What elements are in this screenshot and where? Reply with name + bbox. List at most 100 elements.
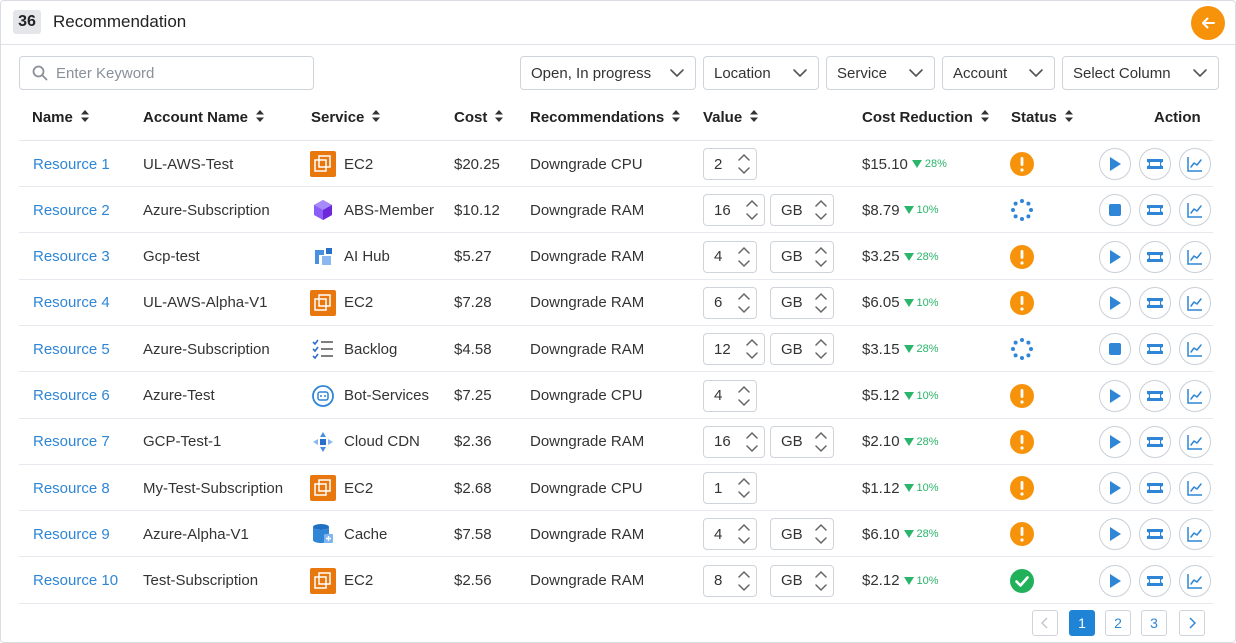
spinner-arrows-icon[interactable]: [738, 569, 750, 593]
spinner-arrows-icon[interactable]: [746, 430, 758, 454]
resource-link[interactable]: Resource 9: [33, 525, 110, 543]
spinner-arrows-icon[interactable]: [738, 291, 750, 315]
column-value[interactable]: Value: [703, 109, 759, 126]
play-button[interactable]: [1099, 148, 1131, 180]
stop-button[interactable]: [1099, 194, 1131, 227]
unit-select[interactable]: GB: [770, 194, 834, 227]
chart-button[interactable]: [1179, 564, 1211, 597]
spinner-arrows-icon[interactable]: [738, 522, 750, 546]
cost-reduction: $5.12 10%: [862, 373, 939, 419]
search-input[interactable]: [56, 64, 296, 82]
spinner-arrows-icon[interactable]: [815, 569, 827, 593]
value-stepper[interactable]: 8: [703, 564, 757, 597]
chart-button[interactable]: [1179, 379, 1211, 412]
unit-select[interactable]: GB: [770, 518, 834, 551]
spinner-arrows-icon[interactable]: [746, 337, 758, 361]
ticket-button[interactable]: [1139, 379, 1171, 412]
resource-link[interactable]: Resource 1: [33, 155, 110, 173]
unit-select[interactable]: GB: [770, 333, 834, 366]
ticket-button[interactable]: [1139, 425, 1171, 458]
resource-link[interactable]: Resource 10: [33, 572, 119, 590]
table-row: Resource 7 GCP-Test-1 Cloud CDN $2.36 Downgr…: [19, 419, 1213, 465]
value-stepper[interactable]: 16: [703, 425, 765, 458]
ticket-button[interactable]: [1139, 286, 1171, 319]
play-button[interactable]: [1099, 425, 1131, 458]
resource-link[interactable]: Resource 4: [33, 294, 110, 312]
play-button[interactable]: [1099, 564, 1131, 597]
value-stepper[interactable]: 4: [703, 518, 757, 551]
resource-link[interactable]: Resource 3: [33, 248, 110, 266]
stop-button[interactable]: [1099, 333, 1131, 366]
column-status[interactable]: Status: [1011, 109, 1073, 126]
ticket-button[interactable]: [1139, 148, 1171, 180]
chart-button[interactable]: [1179, 194, 1211, 227]
spinner-arrows-icon[interactable]: [738, 476, 750, 500]
resource-link[interactable]: Resource 8: [33, 479, 110, 497]
unit-select[interactable]: GB: [770, 425, 834, 458]
chart-button[interactable]: [1179, 240, 1211, 273]
column-cost[interactable]: Cost: [454, 109, 504, 126]
spinner-arrows-icon[interactable]: [738, 245, 750, 269]
chart-button[interactable]: [1179, 333, 1211, 366]
ticket-button[interactable]: [1139, 518, 1171, 551]
column-service[interactable]: Service: [311, 109, 381, 126]
column-cost-reduction[interactable]: Cost Reduction: [862, 109, 989, 126]
spinner-arrows-icon[interactable]: [815, 198, 827, 222]
column-recommendations[interactable]: Recommendations: [530, 109, 681, 126]
ticket-button[interactable]: [1139, 333, 1171, 366]
table-row: Resource 1 UL-AWS-Test EC2 $20.25 Downgrade …: [19, 141, 1213, 187]
chart-button[interactable]: [1179, 518, 1211, 551]
spinner-arrows-icon[interactable]: [815, 245, 827, 269]
spinner-arrows-icon[interactable]: [746, 198, 758, 222]
value-stepper[interactable]: 6: [703, 286, 757, 319]
spinner-arrows-icon[interactable]: [738, 152, 750, 176]
unit-select[interactable]: GB: [770, 240, 834, 273]
reduction-percent: 28%: [903, 343, 939, 355]
value-stepper[interactable]: 4: [703, 379, 757, 412]
play-button[interactable]: [1099, 472, 1131, 505]
chart-button[interactable]: [1179, 472, 1211, 505]
ticket-button[interactable]: [1139, 564, 1171, 597]
ticket-button[interactable]: [1139, 472, 1171, 505]
spinner-arrows-icon[interactable]: [815, 337, 827, 361]
service-name: Bot-Services: [344, 387, 430, 404]
value-stepper[interactable]: 12: [703, 333, 765, 366]
chart-button[interactable]: [1179, 286, 1211, 319]
value-stepper[interactable]: 16: [703, 194, 765, 227]
unit-select[interactable]: GB: [770, 564, 834, 597]
ticket-button[interactable]: [1139, 194, 1171, 227]
play-button[interactable]: [1099, 240, 1131, 273]
value-stepper[interactable]: 4: [703, 240, 757, 273]
filter-dropdown-open-in-progress[interactable]: Open, In progress: [520, 56, 696, 90]
play-button[interactable]: [1099, 286, 1131, 319]
value-stepper[interactable]: 1: [703, 472, 757, 505]
warning-icon: [1010, 383, 1034, 408]
next-page-button[interactable]: [1179, 610, 1205, 636]
spinner-arrows-icon[interactable]: [738, 384, 750, 408]
chart-button[interactable]: [1179, 148, 1211, 180]
filter-dropdown-account[interactable]: Account: [942, 56, 1055, 90]
page-button-3[interactable]: 3: [1141, 610, 1167, 636]
chart-button[interactable]: [1179, 425, 1211, 458]
column-name[interactable]: Name: [32, 109, 89, 126]
back-button[interactable]: [1191, 6, 1225, 40]
page-button-2[interactable]: 2: [1105, 610, 1131, 636]
spinner-arrows-icon[interactable]: [815, 522, 827, 546]
column-account[interactable]: Account Name: [143, 109, 265, 126]
resource-link[interactable]: Resource 6: [33, 387, 110, 404]
prev-page-button[interactable]: [1032, 610, 1058, 636]
unit-select[interactable]: GB: [770, 286, 834, 319]
ticket-button[interactable]: [1139, 240, 1171, 273]
spinner-arrows-icon[interactable]: [815, 430, 827, 454]
value-stepper[interactable]: 2: [703, 148, 757, 180]
play-button[interactable]: [1099, 379, 1131, 412]
filter-dropdown-select-column[interactable]: Select Column: [1062, 56, 1219, 90]
filter-dropdown-service[interactable]: Service: [826, 56, 935, 90]
spinner-arrows-icon[interactable]: [815, 291, 827, 315]
filter-dropdown-location[interactable]: Location: [703, 56, 819, 90]
resource-link[interactable]: Resource 2: [33, 201, 110, 219]
resource-link[interactable]: Resource 5: [33, 340, 110, 358]
play-button[interactable]: [1099, 518, 1131, 551]
page-button-1[interactable]: 1: [1069, 610, 1095, 636]
resource-link[interactable]: Resource 7: [33, 433, 110, 451]
